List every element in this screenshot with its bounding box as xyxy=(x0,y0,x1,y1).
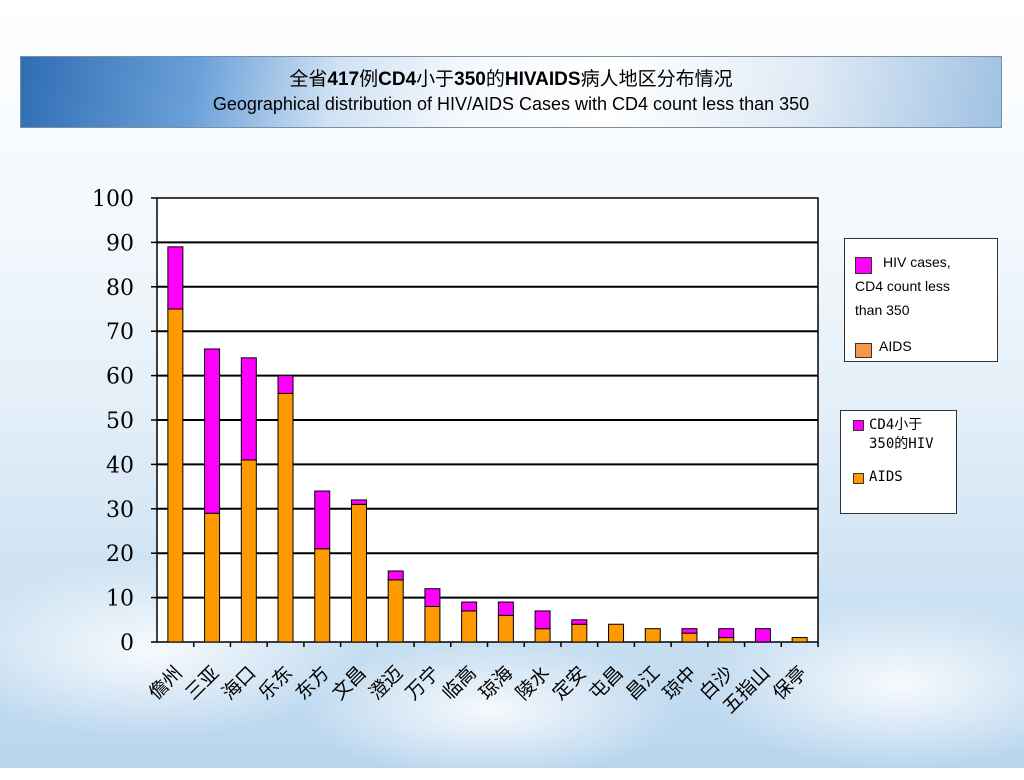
bar-aids xyxy=(277,392,294,643)
chart-title-en: Geographical distribution of HIV/AIDS Ca… xyxy=(212,94,810,114)
legend-en: HIV cases, CD4 count less than 350 AIDS xyxy=(844,238,998,362)
x-tick-label: 定安 xyxy=(548,662,590,704)
title-zh-part: CD4 xyxy=(378,69,417,90)
bar-hiv xyxy=(387,570,404,581)
bar-hiv xyxy=(718,628,735,639)
y-tick-label: 100 xyxy=(92,187,134,212)
y-tick-label: 10 xyxy=(106,587,134,612)
x-tick-label: 乐东 xyxy=(255,662,297,704)
legend-en-aids-swatch xyxy=(855,343,872,358)
legend-zh-hiv-line1: CD4小于 xyxy=(869,417,923,433)
bar-hiv xyxy=(754,628,771,643)
bar-hiv xyxy=(571,619,588,625)
title-banner: 全省417例CD4小于350的HIVAIDS病人地区分布情况 Geographi… xyxy=(20,56,1002,128)
title-zh-part: 417 xyxy=(327,69,360,90)
bar-hiv xyxy=(240,357,257,461)
bar-aids xyxy=(718,637,735,643)
legend-zh: CD4小于 350的HIV AIDS xyxy=(840,410,957,514)
y-tick-label: 80 xyxy=(106,276,134,301)
title-zh-part: 全省 xyxy=(289,69,328,90)
bar-aids xyxy=(791,637,808,643)
legend-zh-aids-swatch xyxy=(853,473,864,484)
legend-zh-aids-label: AIDS xyxy=(869,469,903,485)
legend-en-hiv-line1: HIV cases, xyxy=(883,254,951,270)
bar-hiv xyxy=(497,601,514,616)
title-zh-part: 的 xyxy=(485,69,505,90)
bar-aids xyxy=(644,628,661,643)
bar-aids xyxy=(350,503,367,643)
bar-hiv xyxy=(461,601,478,612)
bar-aids xyxy=(608,623,625,643)
title-zh-part: 例 xyxy=(359,69,379,90)
legend-en-aids-label: AIDS xyxy=(879,338,912,354)
x-tick-label: 东方 xyxy=(291,662,333,704)
bar-aids xyxy=(571,623,588,643)
legend-en-hiv-swatch xyxy=(855,257,872,274)
bar-aids xyxy=(314,548,331,643)
bar-aids xyxy=(240,459,257,643)
bar-hiv xyxy=(350,499,367,505)
x-tick-label: 琼海 xyxy=(475,662,517,704)
legend-en-hiv-line2: CD4 count less xyxy=(855,278,950,294)
y-tick-label: 50 xyxy=(106,409,134,434)
x-tick-label: 陵水 xyxy=(512,662,554,704)
x-tick-label: 临高 xyxy=(438,662,480,704)
x-tick-label: 三亚 xyxy=(181,662,223,704)
bar-aids xyxy=(387,579,404,643)
x-tick-label: 澄迈 xyxy=(365,662,407,704)
x-tick-label: 屯昌 xyxy=(585,662,627,704)
bar-aids xyxy=(534,628,551,643)
x-tick-label: 海口 xyxy=(218,662,260,704)
title-zh-part: 小于 xyxy=(416,69,455,90)
x-tick-label: 万宁 xyxy=(402,662,444,704)
x-tick-label: 保亭 xyxy=(769,662,811,704)
bar-hiv xyxy=(277,375,294,394)
x-tick-label: 昌江 xyxy=(622,662,664,704)
x-tick-label: 文昌 xyxy=(328,662,370,704)
x-tick-label: 儋州 xyxy=(144,662,186,704)
bar-hiv xyxy=(534,610,551,630)
x-tick-label: 琼中 xyxy=(659,662,701,704)
legend-zh-hiv-swatch xyxy=(853,420,864,431)
y-tick-label: 30 xyxy=(106,498,134,523)
y-tick-label: 20 xyxy=(106,542,134,567)
bar-aids xyxy=(424,605,441,643)
legend-zh-hiv-line2: 350的HIV xyxy=(869,436,934,452)
legend-en-hiv-line3: than 350 xyxy=(855,302,910,318)
bar-aids xyxy=(167,308,184,643)
title-zh-part: 350 xyxy=(454,69,486,90)
bar-hiv xyxy=(424,588,441,607)
bar-aids xyxy=(461,610,478,643)
bar-hiv xyxy=(204,348,221,514)
bar-hiv xyxy=(314,490,331,550)
bar-aids xyxy=(204,512,221,643)
y-tick-label: 0 xyxy=(120,631,134,656)
bar-hiv xyxy=(167,246,184,310)
chart-title-zh: 全省417例CD4小于350的HIVAIDS病人地区分布情况 xyxy=(21,68,1001,92)
bar-aids xyxy=(497,614,514,643)
y-tick-label: 60 xyxy=(106,365,134,390)
bar-hiv xyxy=(681,628,698,634)
y-tick-label: 40 xyxy=(106,453,134,478)
y-tick-label: 70 xyxy=(106,320,134,345)
title-zh-part: HIVAIDS xyxy=(504,69,581,90)
bar-aids xyxy=(681,632,698,643)
title-zh-part: 病人地区分布情况 xyxy=(580,69,733,90)
y-tick-label: 90 xyxy=(106,231,134,256)
